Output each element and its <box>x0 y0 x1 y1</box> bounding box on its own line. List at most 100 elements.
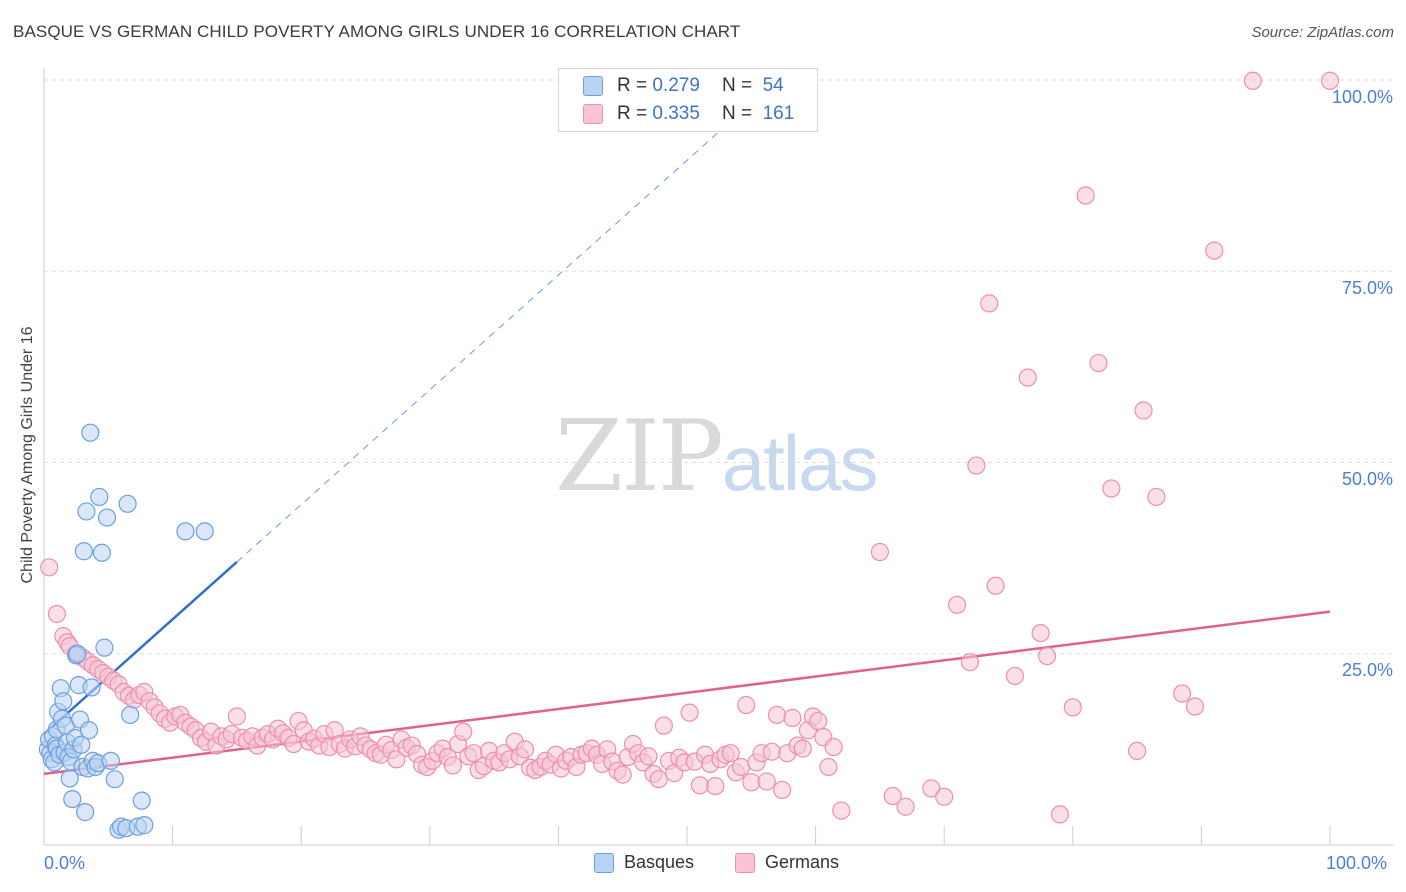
legend-n-value: 54 <box>762 75 784 96</box>
basques-point <box>81 423 100 442</box>
x-tick-label-max: 100.0% <box>1326 853 1388 873</box>
basques-trend-line <box>43 561 238 736</box>
chart-title: BASQUE VS GERMAN CHILD POVERTY AMONG GIR… <box>13 22 741 41</box>
germans-point <box>1037 646 1057 666</box>
basques-point <box>176 522 195 541</box>
germans-point <box>706 776 725 796</box>
germans-legend-swatch <box>735 852 755 873</box>
y-tick-label-100: 100.0% <box>1331 87 1393 107</box>
basques-point <box>79 721 99 740</box>
germans-point <box>1089 353 1108 373</box>
source-credit: Source: ZipAtlas.com <box>1251 24 1394 41</box>
basques-swatch <box>583 76 603 96</box>
stats-legend: R = 0.279 N = 54 R = 0.335 N = 161 <box>558 68 818 132</box>
basques-point <box>72 735 91 754</box>
germans-point <box>809 711 828 731</box>
germans-point <box>227 707 246 726</box>
germans-point <box>40 558 59 577</box>
legend-n-value: 161 <box>762 103 795 124</box>
germans-point <box>1173 684 1192 703</box>
legend-n-label: N = <box>721 75 753 96</box>
germans-point <box>1205 241 1224 260</box>
germans-point <box>1018 368 1037 387</box>
basques-legend-swatch <box>594 852 614 873</box>
germans-point <box>654 716 673 735</box>
germans-point <box>935 787 954 806</box>
y-axis-label: Child Poverty Among Girls Under 16 <box>19 326 36 584</box>
y-tick-label-25: 25.0% <box>1341 660 1393 680</box>
germans-point <box>870 542 890 562</box>
basques-point <box>82 678 101 697</box>
basques-point <box>92 543 111 562</box>
basques-point <box>101 751 120 770</box>
germans-point <box>773 780 792 800</box>
basques-point <box>68 644 87 663</box>
basques-point <box>54 692 73 711</box>
germans-point <box>980 294 999 313</box>
trend-lines <box>43 102 1331 776</box>
basques-point <box>74 542 93 561</box>
germans-point <box>1134 401 1153 420</box>
germans-point <box>639 747 658 766</box>
axes <box>43 68 1394 846</box>
legend-n-label: N = <box>721 103 753 124</box>
germans-point <box>947 595 967 614</box>
germans-points <box>40 71 1340 824</box>
germans-swatch <box>583 104 603 124</box>
basques-trend-extension <box>236 102 752 563</box>
germans-point <box>737 695 756 715</box>
germans-point <box>967 456 986 475</box>
basques-point <box>63 789 82 809</box>
germans-point <box>1147 487 1166 507</box>
y-tick-label-75: 75.0% <box>1341 278 1393 298</box>
germans-legend-label: Germans <box>765 852 840 872</box>
germans-point <box>1127 741 1147 761</box>
germans-point <box>896 797 915 816</box>
germans-point <box>1243 71 1262 90</box>
germans-point <box>960 653 980 672</box>
germans-point <box>757 772 776 791</box>
basques-point <box>121 705 140 725</box>
germans-point <box>922 779 941 798</box>
basques-points <box>38 423 214 839</box>
basques-point <box>132 791 151 810</box>
watermark-zip: ZIP <box>555 400 724 514</box>
germans-point <box>986 576 1005 595</box>
basques-point <box>105 770 124 789</box>
germans-point <box>1031 623 1050 643</box>
basques-point <box>135 816 154 835</box>
germans-point <box>832 801 851 820</box>
germans-point <box>47 604 66 624</box>
germans-point <box>1050 805 1070 824</box>
germans-point <box>1005 666 1025 686</box>
germans-point <box>649 770 668 789</box>
germans-point <box>454 722 473 741</box>
germans-point <box>824 737 843 757</box>
germans-point <box>443 756 463 775</box>
x-tick-label-min: 0.0% <box>44 853 86 873</box>
germans-point <box>731 757 751 777</box>
germans-point <box>1076 186 1095 205</box>
germans-point <box>680 703 699 722</box>
germans-point <box>613 765 632 784</box>
bottom-legend-germans: Germans <box>735 852 839 873</box>
germans-point <box>690 776 709 795</box>
germans-point <box>1063 698 1082 717</box>
germans-point <box>762 742 781 761</box>
germans-point <box>783 708 802 728</box>
basques-point <box>95 638 114 657</box>
germans-point <box>767 705 787 725</box>
germans-point <box>1102 479 1121 498</box>
bottom-legend-basques: Basques <box>594 852 694 873</box>
basques-point <box>97 508 117 527</box>
germans-point <box>387 750 406 769</box>
germans-point <box>1185 697 1205 716</box>
basques-point <box>90 487 109 507</box>
legend-row-basques: R = 0.279 N = 54 <box>583 74 784 98</box>
grid-lines <box>44 79 1394 655</box>
y-tick-label-50: 50.0% <box>1341 469 1393 489</box>
basques-point <box>118 494 137 513</box>
legend-r-label: R = <box>617 103 648 124</box>
basques-point <box>195 522 214 541</box>
germans-point <box>742 773 761 792</box>
